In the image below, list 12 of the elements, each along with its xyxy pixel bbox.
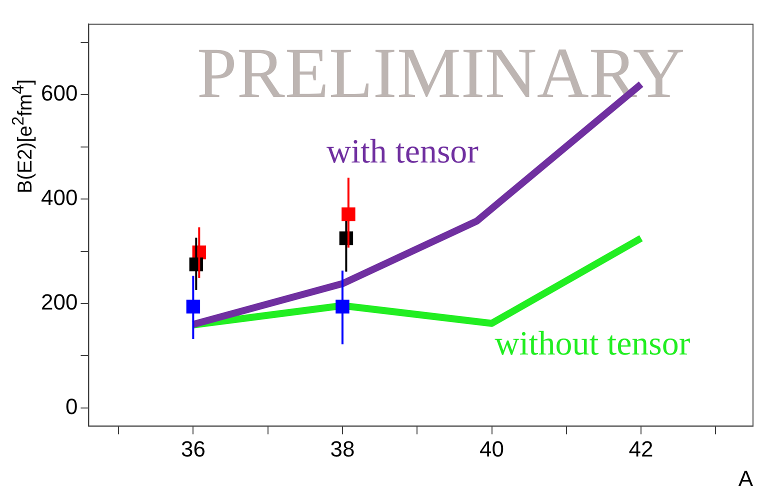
x-tick-label: 38 [330,436,355,462]
annotation: PRELIMINARY [196,33,685,114]
x-tick-label: 42 [628,436,654,462]
series-label: with tensor [326,134,480,171]
y-tick-label: 200 [40,290,78,315]
series-label: without tensor [494,326,691,363]
x-axis-title: A [738,466,754,491]
y-tick-label: 0 [65,394,78,419]
y-tick-label: 600 [40,80,78,106]
y-tick-label: 400 [40,185,78,210]
x-tick-label: 40 [480,436,504,462]
x-tick-label: 36 [180,436,206,462]
